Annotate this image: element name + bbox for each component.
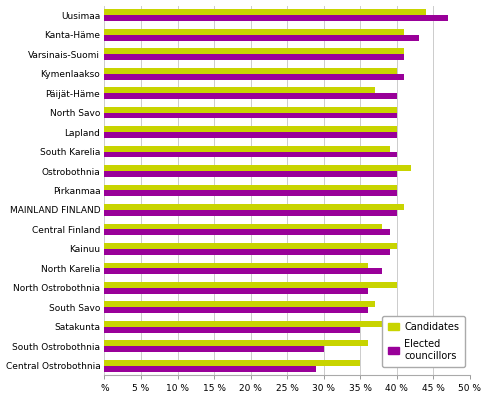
- Bar: [105, 190, 397, 196]
- Bar: [105, 10, 426, 15]
- Bar: [105, 35, 419, 41]
- Bar: [105, 243, 397, 249]
- Bar: [105, 346, 324, 352]
- Bar: [105, 229, 390, 235]
- Bar: [105, 365, 317, 371]
- Bar: [105, 93, 397, 99]
- Bar: [105, 68, 397, 74]
- Bar: [105, 249, 390, 255]
- Bar: [105, 146, 390, 152]
- Bar: [105, 223, 382, 229]
- Bar: [105, 210, 397, 216]
- Bar: [105, 282, 397, 288]
- Bar: [105, 204, 404, 210]
- Legend: Candidates, Elected
councillors: Candidates, Elected councillors: [382, 316, 465, 367]
- Bar: [105, 301, 375, 307]
- Bar: [105, 29, 404, 35]
- Bar: [105, 87, 375, 93]
- Bar: [105, 307, 368, 313]
- Bar: [105, 327, 360, 333]
- Bar: [105, 360, 360, 365]
- Bar: [105, 48, 404, 54]
- Bar: [105, 126, 397, 132]
- Bar: [105, 171, 397, 177]
- Bar: [105, 321, 382, 327]
- Bar: [105, 288, 368, 294]
- Bar: [105, 263, 368, 269]
- Bar: [105, 54, 404, 60]
- Bar: [105, 132, 397, 138]
- Bar: [105, 340, 368, 346]
- Bar: [105, 165, 412, 171]
- Bar: [105, 15, 448, 21]
- Bar: [105, 107, 397, 113]
- Bar: [105, 185, 397, 190]
- Bar: [105, 113, 397, 119]
- Bar: [105, 74, 404, 79]
- Bar: [105, 152, 397, 157]
- Bar: [105, 269, 382, 274]
